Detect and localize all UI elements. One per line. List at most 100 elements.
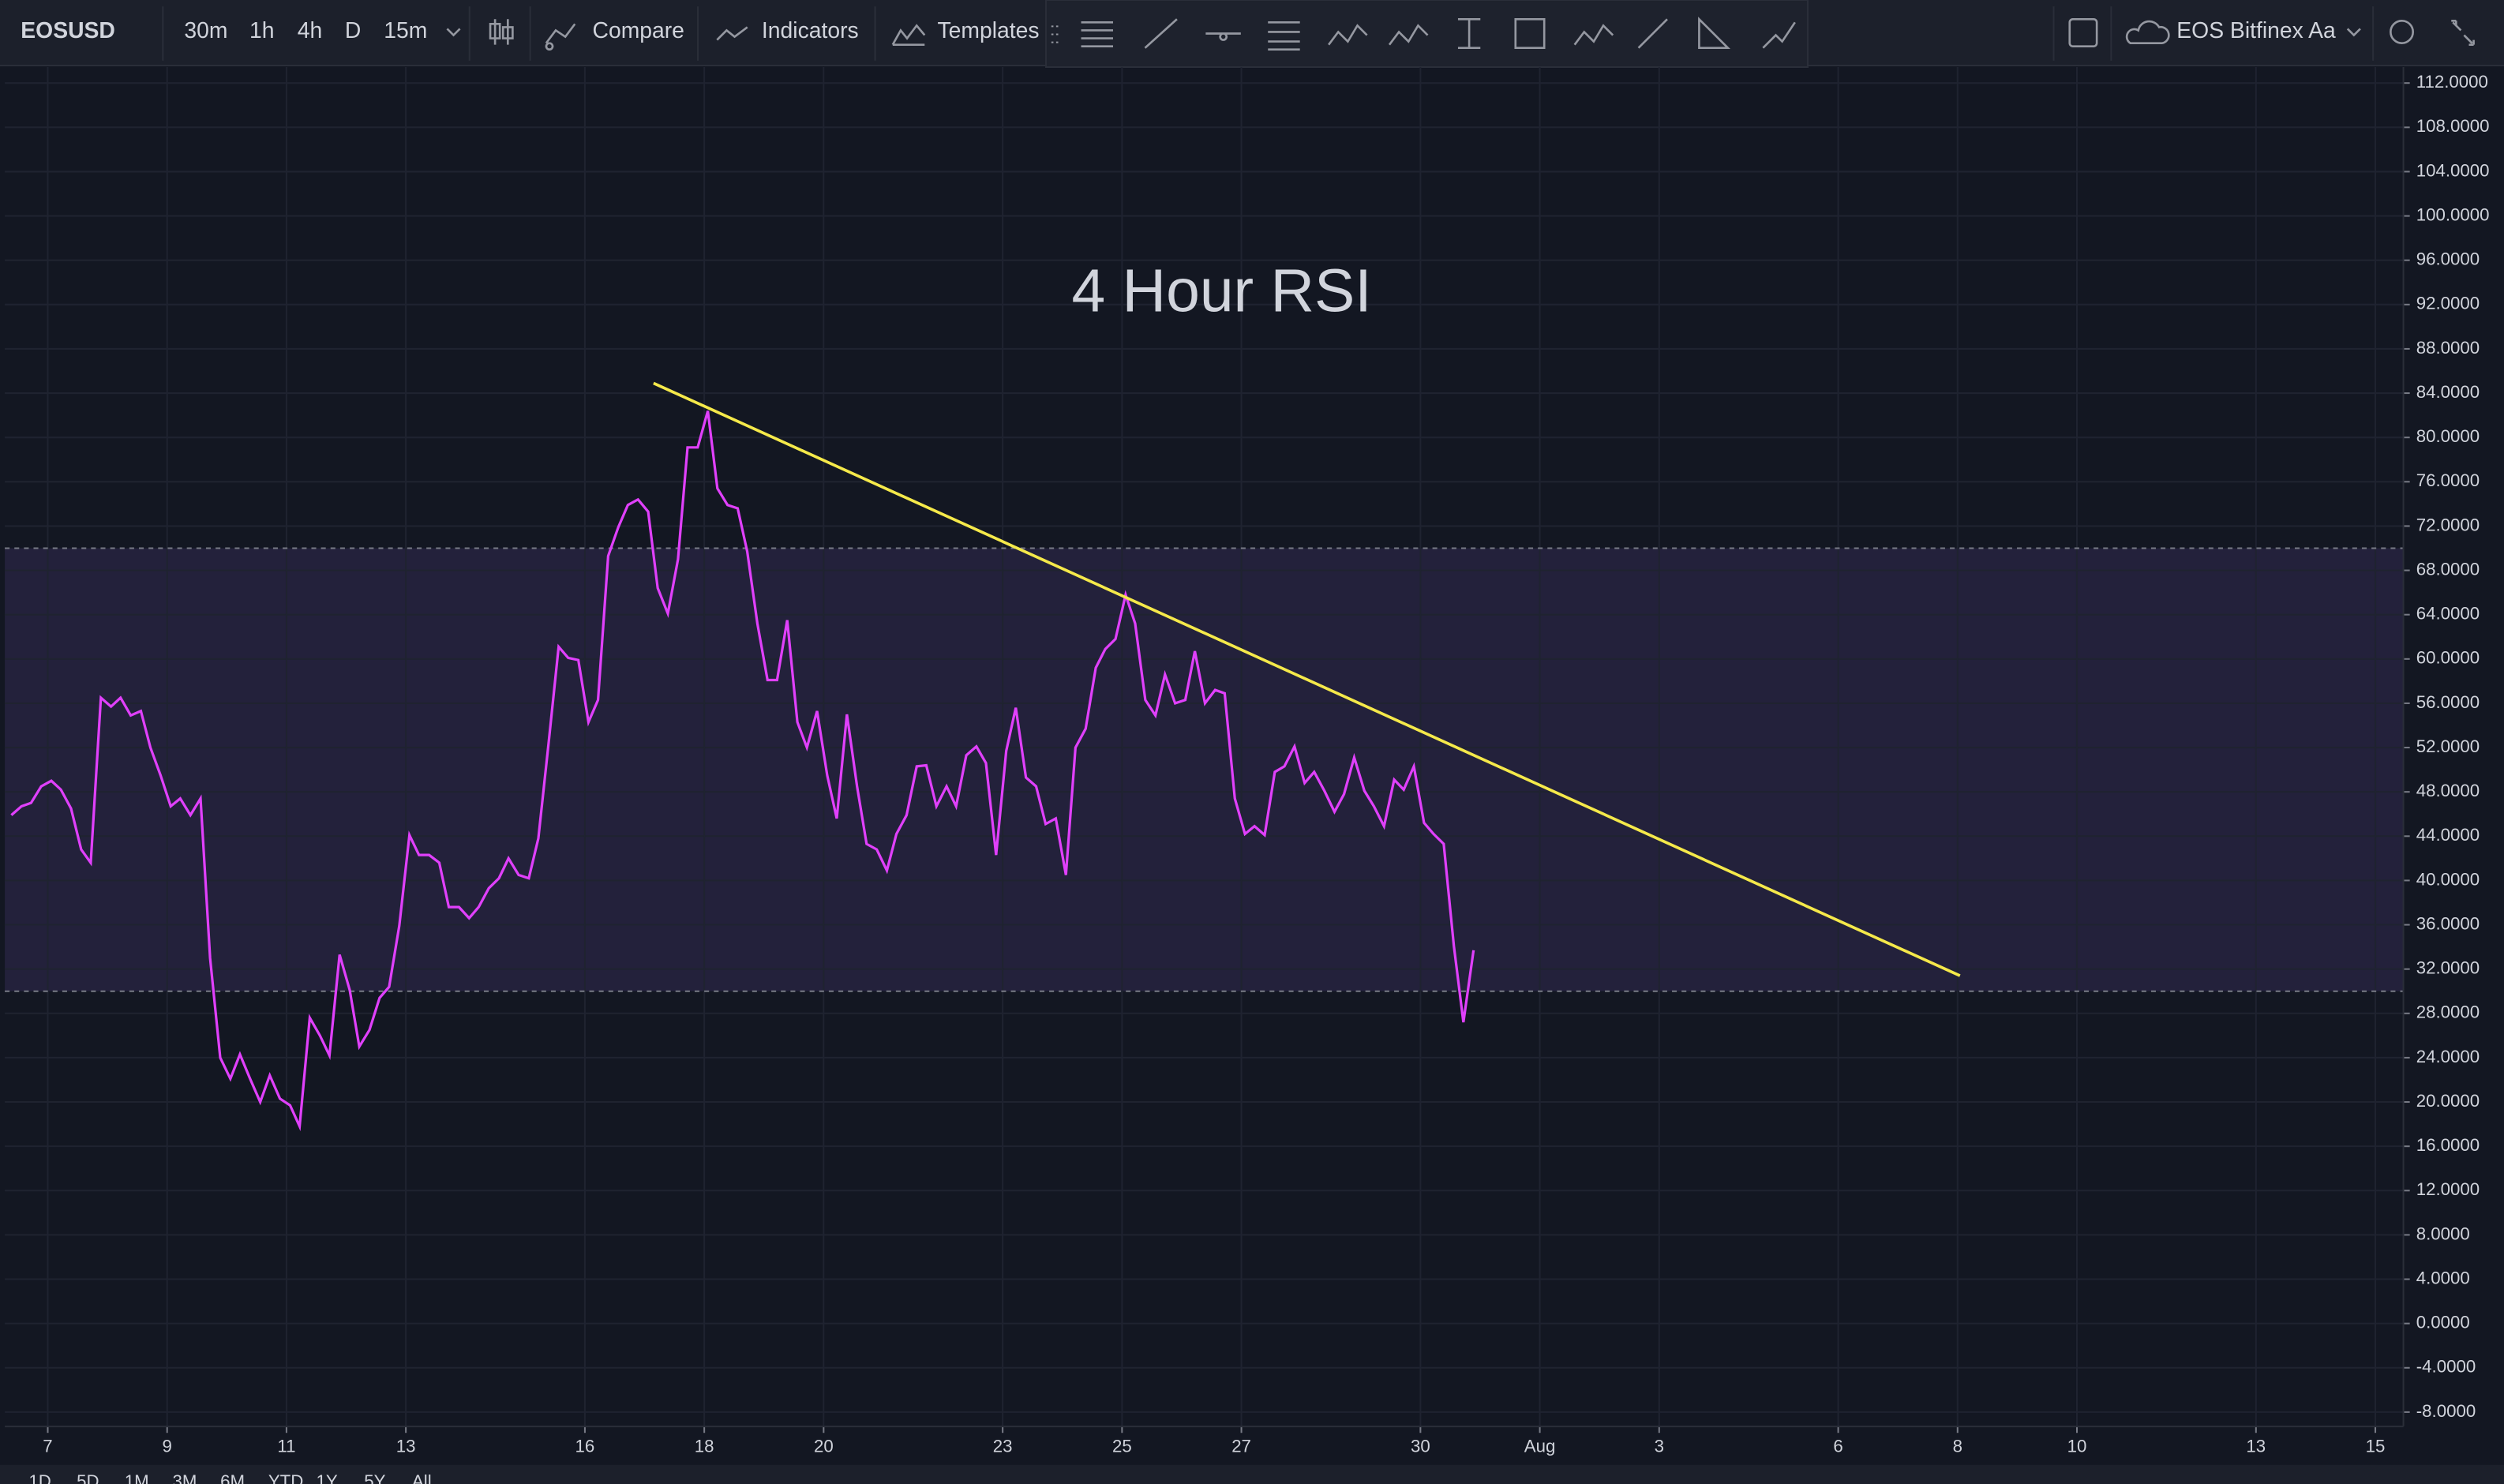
y-tick-label: 104.0000 <box>2416 160 2490 180</box>
x-tick-label: 13 <box>2246 1436 2266 1456</box>
settings-icon[interactable] <box>2390 19 2415 44</box>
y-tick-label: 44.0000 <box>2416 825 2480 845</box>
x-tick-label: 9 <box>163 1436 172 1456</box>
x-tick-label: 23 <box>993 1436 1013 1456</box>
footer <box>0 1464 2504 1484</box>
trendline <box>653 381 1961 977</box>
range-button[interactable]: 5Y <box>364 1471 385 1484</box>
x-tick-label: 7 <box>43 1436 52 1456</box>
rect-icon[interactable] <box>1514 17 1546 50</box>
y-tick-label: 0.0000 <box>2416 1313 2470 1332</box>
measure-icon[interactable] <box>1698 17 1731 50</box>
x-tick-label: 6 <box>1833 1436 1842 1456</box>
y-tick-label: 92.0000 <box>2416 294 2480 313</box>
y-tick-label: -8.0000 <box>2416 1401 2476 1421</box>
channel-icon[interactable] <box>1268 21 1300 51</box>
x-tick-label: 11 <box>277 1436 295 1456</box>
range-button[interactable]: 1Y <box>317 1471 338 1484</box>
pattern-icon[interactable] <box>1328 24 1368 46</box>
fullscreen-box[interactable] <box>2068 17 2098 48</box>
symbol[interactable]: EOSUSD <box>21 18 115 43</box>
y-tick-label: 36.0000 <box>2416 913 2480 933</box>
chart-style-icon[interactable] <box>489 19 514 45</box>
toolbar-separators <box>162 6 2375 61</box>
y-tick-label: 100.0000 <box>2416 204 2490 224</box>
interval-button[interactable]: 15m <box>384 18 427 43</box>
x-tick-label: 25 <box>1112 1436 1132 1456</box>
y-tick-label: 52.0000 <box>2416 736 2480 756</box>
exchange-dropdown-icon[interactable] <box>2346 28 2361 37</box>
cloud-icon[interactable] <box>2125 20 2170 44</box>
plot-area <box>5 66 2404 1427</box>
interval-button[interactable]: 4h <box>298 18 322 43</box>
templates-icon[interactable] <box>891 24 926 46</box>
y-tick-label: 40.0000 <box>2416 869 2480 889</box>
range-button[interactable]: 3M <box>172 1471 197 1484</box>
x-tick-label: 20 <box>814 1436 834 1456</box>
x-tick-label: 13 <box>396 1436 416 1456</box>
interval-button[interactable]: 30m <box>184 18 227 43</box>
y-tick-label: 24.0000 <box>2416 1047 2480 1066</box>
range-button[interactable]: 1D <box>28 1471 51 1484</box>
indicators-button[interactable]: Indicators <box>762 18 859 43</box>
y-tick-label: 20.0000 <box>2416 1091 2480 1111</box>
drag-handle[interactable] <box>1051 25 1059 43</box>
y-tick-label: 8.0000 <box>2416 1224 2470 1243</box>
y-tick-label: 4.0000 <box>2416 1268 2470 1287</box>
y-tick-label: 96.0000 <box>2416 249 2480 269</box>
x-tick-label: 15 <box>2366 1436 2386 1456</box>
trendline-icon[interactable] <box>1144 18 1178 49</box>
rsi-line <box>10 410 1475 1132</box>
hline-icon[interactable] <box>1205 32 1241 41</box>
elliott-icon[interactable] <box>1388 24 1429 46</box>
interval-button[interactable]: D <box>345 18 361 43</box>
x-tick-label: 18 <box>695 1436 714 1456</box>
interval-button[interactable]: 1h <box>249 18 274 43</box>
x-tick-label: 3 <box>1655 1436 1664 1456</box>
x-tick-label: 27 <box>1231 1436 1251 1456</box>
x-tick-label: 10 <box>2067 1436 2087 1456</box>
interval-dropdown-icon[interactable] <box>446 28 461 37</box>
range-button[interactable]: 1M <box>125 1471 149 1484</box>
y-tick-label: 48.0000 <box>2416 781 2480 800</box>
y-tick-label: 68.0000 <box>2416 559 2480 579</box>
range-button[interactable]: 6M <box>220 1471 245 1484</box>
y-tick-label: 108.0000 <box>2416 116 2490 136</box>
text-icon[interactable] <box>1457 17 1481 50</box>
compare-icon[interactable] <box>545 23 576 51</box>
exchange-label[interactable]: EOS Bitfinex Aa <box>2176 18 2336 43</box>
range-button[interactable]: YTD <box>268 1471 303 1484</box>
y-tick-label: 88.0000 <box>2416 338 2480 358</box>
y-tick-label: 112.0000 <box>2416 72 2488 92</box>
chart-title: 4 Hour RSI <box>1071 257 1371 325</box>
y-tick-label: 16.0000 <box>2416 1135 2480 1155</box>
y-tick-label: 80.0000 <box>2416 426 2480 446</box>
y-tick-label: 72.0000 <box>2416 515 2480 534</box>
indicators-icon[interactable] <box>716 26 748 41</box>
expand-icon[interactable] <box>2451 19 2475 46</box>
magnet-icon[interactable] <box>1762 21 1796 49</box>
y-tick-label: 28.0000 <box>2416 1002 2480 1022</box>
x-tick-label: Aug <box>1524 1436 1556 1456</box>
range-button[interactable]: All <box>412 1471 432 1484</box>
rsi-band <box>5 548 2404 991</box>
y-tick-label: 32.0000 <box>2416 958 2480 978</box>
y-tick-label: -4.0000 <box>2416 1357 2476 1377</box>
arrow-icon[interactable] <box>1637 18 1668 49</box>
fib-icon[interactable] <box>1081 21 1114 48</box>
y-tick-label: 64.0000 <box>2416 604 2480 624</box>
y-tick-label: 60.0000 <box>2416 648 2480 668</box>
templates-button[interactable]: Templates <box>937 18 1039 43</box>
compare-button[interactable]: Compare <box>593 18 684 43</box>
range-button[interactable]: 5D <box>77 1471 99 1484</box>
y-tick-label: 56.0000 <box>2416 692 2480 712</box>
abcd-icon[interactable] <box>1573 24 1614 46</box>
x-tick-label: 16 <box>575 1436 595 1456</box>
y-tick-label: 12.0000 <box>2416 1179 2480 1199</box>
y-tick-label: 76.0000 <box>2416 470 2480 490</box>
toolbar-icons <box>446 17 2475 51</box>
y-tick-label: 84.0000 <box>2416 382 2480 402</box>
